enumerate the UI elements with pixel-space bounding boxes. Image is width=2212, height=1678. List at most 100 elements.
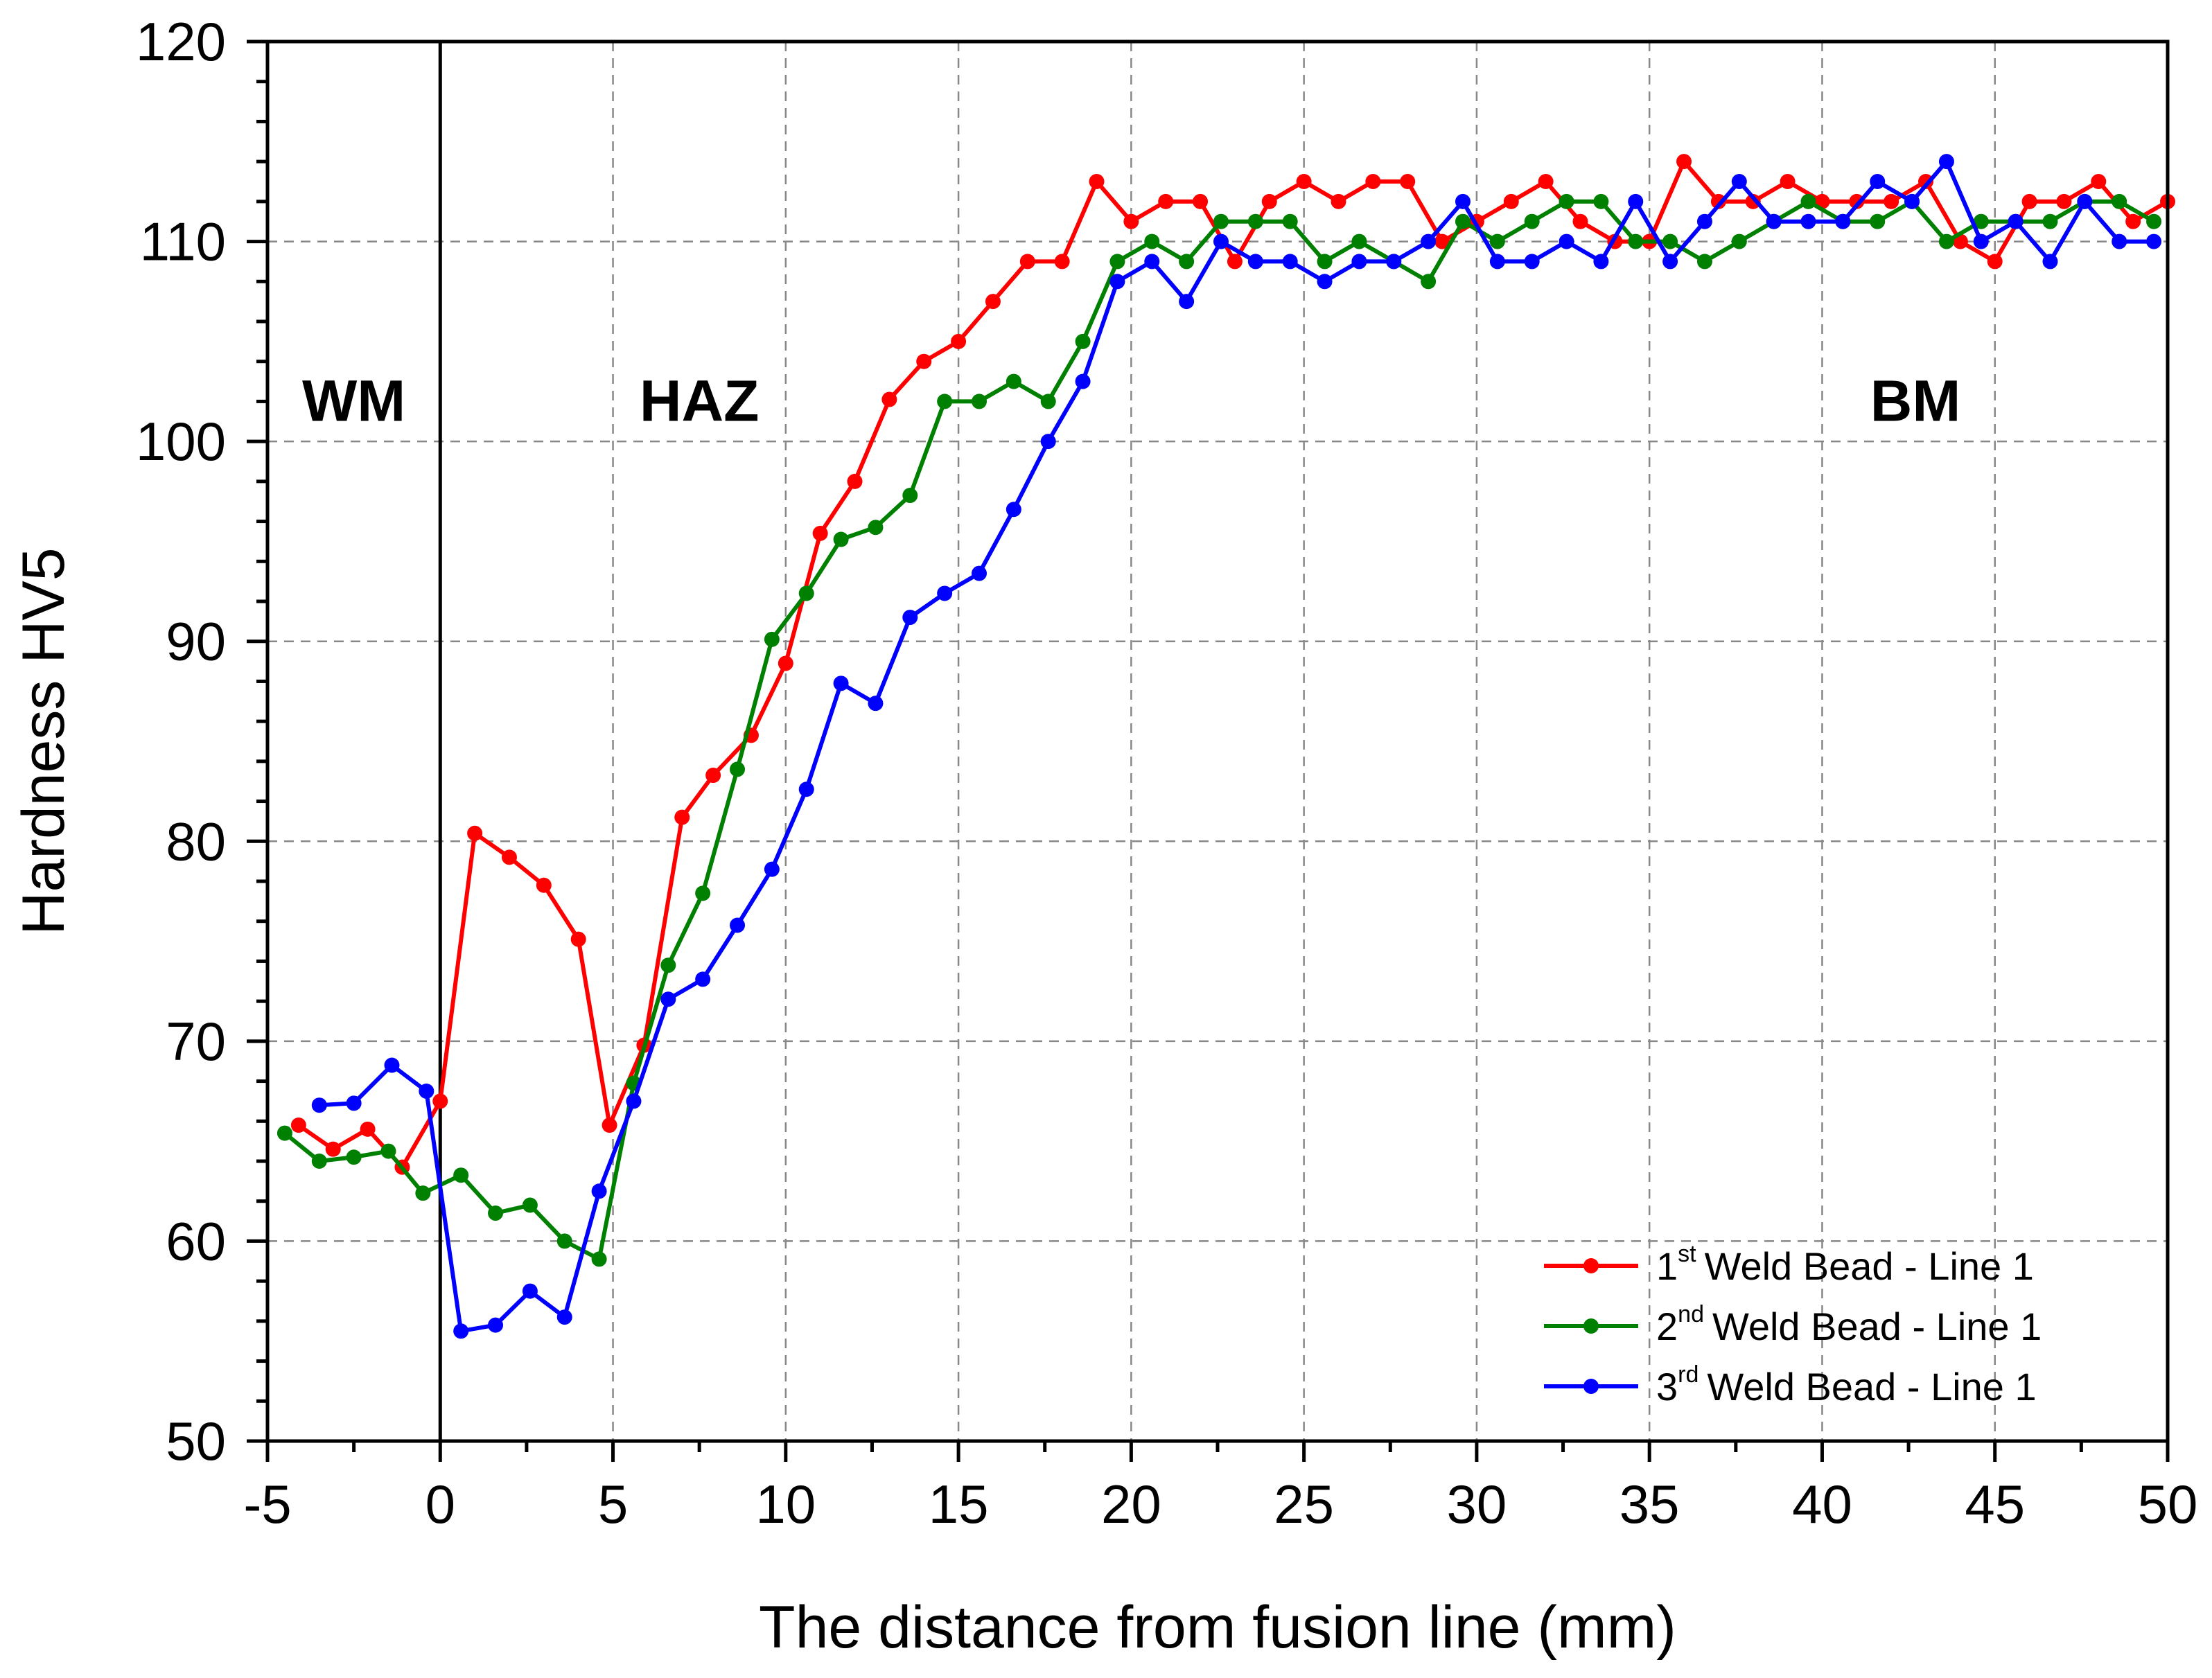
- data-point: [730, 917, 746, 933]
- data-point: [881, 391, 897, 407]
- x-tick-label: 50: [2138, 1474, 2198, 1535]
- x-tick-label: 5: [598, 1474, 628, 1535]
- data-point: [467, 825, 483, 841]
- data-point: [2091, 174, 2107, 189]
- data-point: [1780, 174, 1796, 189]
- data-point: [660, 991, 676, 1007]
- data-point: [290, 1118, 306, 1133]
- data-point: [1158, 193, 1174, 209]
- data-point: [902, 488, 918, 504]
- data-point: [1731, 233, 1747, 249]
- x-tick-label: 25: [1274, 1474, 1334, 1535]
- y-axis-title: Hardness HV5: [10, 547, 77, 935]
- legend-item-2: 2nd Weld Bead - Line 1: [1544, 1301, 2042, 1348]
- legend-superscript: nd: [1678, 1301, 1704, 1327]
- data-point: [1710, 193, 1726, 209]
- data-point: [1628, 233, 1644, 249]
- data-point: [1938, 233, 1954, 249]
- data-point: [488, 1205, 504, 1221]
- legend-swatch-marker: [1583, 1379, 1599, 1394]
- data-point: [1559, 233, 1574, 249]
- data-point: [951, 333, 967, 349]
- data-point: [2056, 193, 2072, 209]
- data-point: [1870, 213, 1886, 229]
- data-point: [311, 1154, 327, 1169]
- data-point: [1455, 193, 1471, 209]
- data-point: [1006, 502, 1021, 518]
- data-point: [2146, 233, 2162, 249]
- data-point: [2112, 233, 2127, 249]
- data-point: [1179, 294, 1195, 310]
- data-point: [1662, 233, 1678, 249]
- data-point: [1144, 233, 1160, 249]
- data-point: [1282, 213, 1298, 229]
- region-label-bm: BM: [1870, 368, 1961, 433]
- data-point: [1109, 254, 1125, 270]
- series-2: [276, 193, 2162, 1267]
- data-point: [730, 761, 746, 777]
- x-tick-label: 40: [1792, 1474, 1852, 1535]
- series-3: [311, 154, 2162, 1339]
- data-point: [868, 520, 884, 536]
- data-point: [1089, 174, 1105, 189]
- data-point: [1745, 193, 1761, 209]
- data-point: [1766, 213, 1782, 229]
- data-point: [346, 1095, 362, 1111]
- data-point: [1904, 193, 1920, 209]
- y-tick-label: 80: [166, 811, 226, 872]
- y-tick-label: 50: [166, 1411, 226, 1472]
- data-point: [1365, 174, 1381, 189]
- data-point: [1973, 213, 1989, 229]
- axis-ticks: -5 0 5 10 15 20 25 30 35 40 45 50506070809010011012…: [136, 11, 2198, 1535]
- x-tick-label: 45: [1965, 1474, 2025, 1535]
- data-point: [660, 957, 676, 973]
- x-tick-label: 30: [1447, 1474, 1507, 1535]
- data-point: [1884, 193, 1899, 209]
- data-point: [1696, 254, 1712, 270]
- data-point: [1351, 233, 1367, 249]
- data-point: [916, 353, 932, 369]
- data-point: [1227, 254, 1243, 270]
- data-point: [798, 781, 814, 797]
- data-point: [2112, 193, 2127, 209]
- data-point: [1628, 193, 1644, 209]
- data-point: [380, 1143, 396, 1159]
- data-point: [1075, 333, 1091, 349]
- legend-label-text: Weld Bead - Line 1: [1712, 1305, 2042, 1348]
- legend-ordinal: 3: [1656, 1365, 1678, 1408]
- x-tick-label: 0: [425, 1474, 455, 1535]
- data-point: [674, 809, 690, 825]
- legend-label-text: Weld Bead - Line 1: [1707, 1365, 2036, 1408]
- series-line: [283, 199, 2155, 1262]
- y-tick-label: 70: [166, 1011, 226, 1072]
- data-point: [1296, 174, 1312, 189]
- x-tick-label: 15: [929, 1474, 989, 1535]
- data-point: [602, 1118, 617, 1133]
- legend-label: 3rd Weld Bead - Line 1: [1656, 1361, 2037, 1408]
- data-point: [419, 1084, 434, 1099]
- region-label-wm: WM: [302, 368, 405, 433]
- x-tick-label: -5: [243, 1474, 291, 1535]
- data-point: [536, 877, 552, 893]
- data-point: [2042, 254, 2058, 270]
- data-point: [1489, 254, 1505, 270]
- legend-item-3: 3rd Weld Bead - Line 1: [1544, 1361, 2037, 1408]
- legend-swatch-marker: [1583, 1258, 1599, 1273]
- data-point: [1938, 154, 1954, 170]
- data-point: [1662, 254, 1678, 270]
- data-point: [833, 675, 849, 691]
- data-point: [1572, 213, 1588, 229]
- data-point: [1731, 174, 1747, 189]
- data-point: [2021, 193, 2037, 209]
- legend-label-text: Weld Bead - Line 1: [1705, 1244, 2034, 1288]
- data-point: [1421, 233, 1437, 249]
- legend-label: 1st Weld Bead - Line 1: [1656, 1241, 2034, 1288]
- data-point: [2146, 213, 2162, 229]
- data-point: [626, 1093, 642, 1109]
- y-tick-label: 60: [166, 1210, 226, 1271]
- series-group: [276, 154, 2175, 1339]
- data-point: [1987, 254, 2003, 270]
- x-axis-title: The distance from fusion line (mm): [759, 1594, 1676, 1661]
- data-point: [1455, 213, 1471, 229]
- data-point: [501, 849, 517, 865]
